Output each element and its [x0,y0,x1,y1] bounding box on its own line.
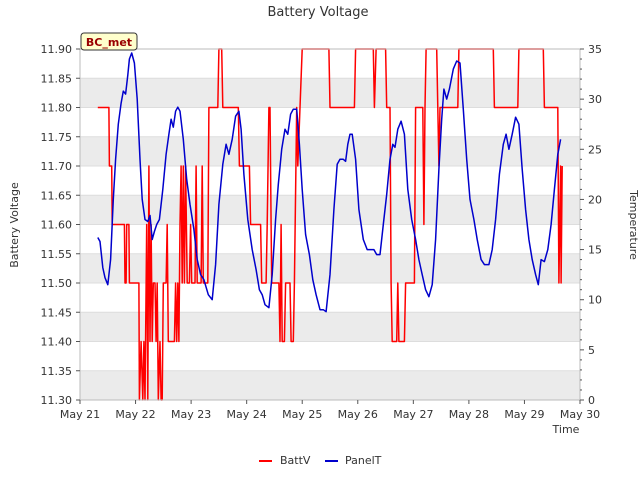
grid-band [80,370,580,400]
x-tick-label: May 28 [449,408,489,421]
legend: BattV PanelT [259,454,382,467]
x-tick-label: May 22 [115,408,155,421]
left-axis-title: Battery Voltage [8,182,21,268]
right-tick-label: 5 [588,344,595,357]
grid-band [80,195,580,225]
left-axis: 11.30 11.35 11.40 11.45 11.50 11.55 11.60 11.65… [41,43,80,407]
left-tick-label: 11.80 [41,102,73,115]
right-tick-label: 20 [588,193,602,206]
x-tick-label: May 29 [504,408,544,421]
right-tick-label: 0 [588,394,595,407]
left-tick-label: 11.85 [41,72,73,85]
right-tick-label: 10 [588,294,602,307]
right-tick-label: 25 [588,143,602,156]
grid-band [80,136,580,166]
series-line-panelt [97,52,562,313]
chart-title: Battery Voltage [267,5,368,20]
left-tick-label: 11.90 [41,43,73,56]
series-line-battv [97,48,563,401]
x-tick-label: May 26 [338,408,378,421]
left-tick-label: 11.55 [41,248,73,261]
x-tick-label: May 30 [560,408,600,421]
left-tick-label: 11.60 [41,219,73,232]
left-tick-label: 11.75 [41,131,73,144]
legend-label-battv: BattV [280,454,311,467]
x-tick-label: May 24 [227,408,267,421]
series-layer [97,48,563,401]
x-axis: May 21 May 22 May 23 May 24 May 25 May 26 May … [60,400,600,421]
x-axis-title: Time [552,423,580,436]
legend-label-panelt: PanelT [345,454,382,467]
badge-box [80,32,138,51]
right-axis: 0 5 10 15 20 25 30 35 [580,43,602,407]
right-tick-label: 15 [588,244,602,257]
left-tick-label: 11.40 [41,336,73,349]
right-tick-label: 35 [588,43,602,56]
x-tick-label: May 25 [282,408,322,421]
left-tick-label: 11.50 [41,277,73,290]
left-tick-label: 11.35 [41,365,73,378]
left-tick-label: 11.70 [41,160,73,173]
badge: BC_met [80,32,138,51]
right-axis-title: Temperature [627,189,640,260]
left-tick-label: 11.65 [41,189,73,202]
right-tick-label: 30 [588,93,602,106]
badge-text: BC_met [86,36,132,49]
x-tick-label: May 27 [393,408,433,421]
left-tick-label: 11.45 [41,306,73,319]
grid-bands [80,78,580,400]
x-tick-label: May 23 [171,408,211,421]
left-tick-label: 11.30 [41,394,73,407]
x-tick-label: May 21 [60,408,100,421]
